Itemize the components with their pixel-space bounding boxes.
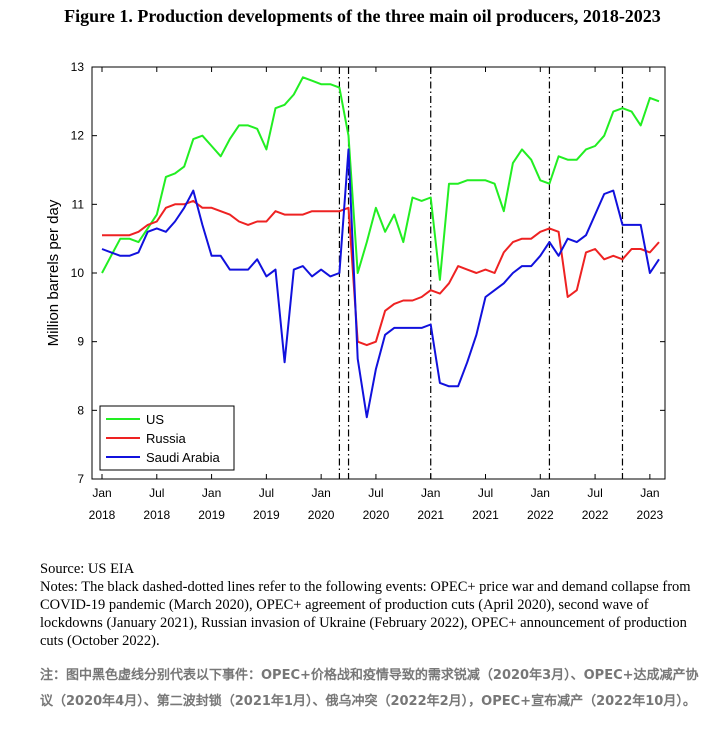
- x-tick-label-year: 2020: [363, 508, 390, 522]
- figure-title: Figure 1. Production developments of the…: [64, 6, 661, 26]
- y-tick-label: 8: [77, 403, 84, 417]
- x-tick-label-year: 2021: [472, 508, 499, 522]
- figure-notes: Source: US EIA Notes: The black dashed-d…: [40, 560, 700, 650]
- x-tick-label-year: 2018: [89, 508, 116, 522]
- series-line-us: [101, 76, 660, 281]
- x-tick-label-year: 2021: [417, 508, 444, 522]
- x-tick-label-year: 2019: [198, 508, 225, 522]
- legend-label-russia: Russia: [146, 431, 187, 446]
- x-tick-label-year: 2022: [527, 508, 554, 522]
- x-tick-label-month: Jan: [640, 486, 659, 500]
- y-tick-label: 13: [71, 60, 85, 74]
- y-tick-label: 9: [77, 335, 84, 349]
- x-tick-label-month: Jan: [531, 486, 550, 500]
- x-tick-label-month: Jul: [259, 486, 274, 500]
- line-chart: 7 8 9 10 11 12 13 Jan 2018 Jul 2018 Jan 2019 Jul 2019 J…: [45, 60, 666, 522]
- y-tick-label: 10: [71, 266, 85, 280]
- x-tick-label-year: 2019: [253, 508, 280, 522]
- y-tick-label: 12: [71, 129, 85, 143]
- series-line-saudi-arabia: [101, 148, 660, 419]
- source-text: Source: US EIA: [40, 561, 135, 577]
- x-tick-label-month: Jan: [311, 486, 330, 500]
- notes-text: Notes: The black dashed-dotted lines ref…: [40, 579, 691, 649]
- y-tick-label: 11: [72, 197, 85, 211]
- x-tick-label-year: 2020: [308, 508, 335, 522]
- legend-label-saudi-arabia: Saudi Arabia: [146, 450, 220, 465]
- x-tick-label-month: Jul: [478, 486, 493, 500]
- x-tick-label-year: 2022: [582, 508, 609, 522]
- x-tick-label-month: Jan: [421, 486, 440, 500]
- y-tick-label: 7: [77, 472, 84, 486]
- legend-label-us: US: [146, 412, 164, 427]
- x-tick-label-month: Jul: [587, 486, 602, 500]
- chinese-note: 注：图中黑色虚线分别代表以下事件：OPEC+价格战和疫情导致的需求锐减（2020…: [40, 668, 699, 709]
- x-tick-label-month: Jul: [149, 486, 164, 500]
- x-tick-label-month: Jan: [202, 486, 221, 500]
- x-tick-label-month: Jul: [368, 486, 383, 500]
- x-tick-label-month: Jan: [92, 486, 111, 500]
- y-axis-label: Million barrels per day: [45, 199, 62, 346]
- x-tick-label-year: 2018: [143, 508, 170, 522]
- series-line-russia: [102, 199, 660, 347]
- x-tick-label-year: 2023: [637, 508, 664, 522]
